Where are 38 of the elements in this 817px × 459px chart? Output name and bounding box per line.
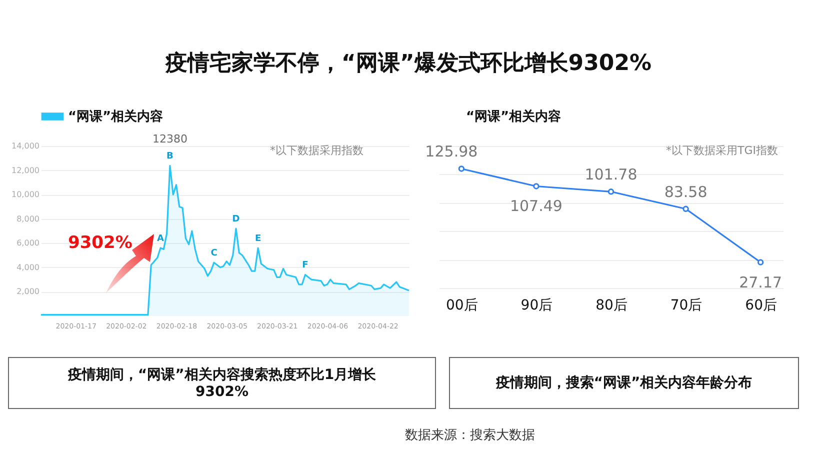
point (458, 166, 465, 172)
legend-label: “网课”相关内容 (68, 108, 164, 124)
annotation: 12380 (152, 132, 188, 146)
text: “网课”相关内容 (466, 108, 562, 124)
x-tick-label: 80后 (596, 298, 628, 314)
y-tick-label: 12,000 (12, 166, 40, 175)
y-tick-label: 4,000 (16, 262, 40, 272)
annotation: E (254, 234, 262, 244)
data-label: 27.17 (739, 273, 782, 292)
annotation: C (210, 248, 218, 259)
text: 疫情期间，搜索“网课”相关内容年龄分布 (449, 357, 799, 409)
y-tick-label: 10,000 (12, 190, 40, 200)
y-tick-label: 2,000 (16, 287, 40, 296)
x-tick-label: 70后 (670, 298, 702, 314)
annotation: 9302% (68, 233, 132, 253)
y-tick-label: 6,000 (16, 238, 40, 248)
x-tick-label: 90后 (520, 298, 553, 314)
x-tick-label: 00后 (446, 298, 478, 314)
data-label: 101.78 (584, 166, 638, 184)
annotation: *以下数据采用指数 (270, 143, 364, 158)
text: 疫情期间，“网课”相关内容搜索热度环比1月增长9302% (8, 357, 436, 409)
annotation: B (166, 152, 174, 162)
annotation: *以下数据采用TGI指数 (666, 143, 778, 158)
point (757, 259, 764, 266)
y-tick-label: 14,000 (12, 142, 40, 150)
point (682, 206, 689, 212)
x-tick-label: 60后 (745, 298, 777, 314)
source-note: 数据来源：搜索大数据 (405, 427, 535, 444)
data-label: 83.58 (664, 182, 708, 201)
chart-title: 疫情宅家学不停，“网课”爆发式环比增长9302% (164, 50, 653, 78)
point (608, 188, 614, 195)
y-tick-label: 8,000 (16, 214, 40, 224)
annotation: F (302, 260, 308, 271)
data-label: 107.49 (510, 197, 562, 216)
point (533, 183, 540, 190)
data-label: 125.98 (425, 142, 478, 161)
annotation: D (232, 214, 240, 225)
annotation: A (157, 234, 164, 244)
